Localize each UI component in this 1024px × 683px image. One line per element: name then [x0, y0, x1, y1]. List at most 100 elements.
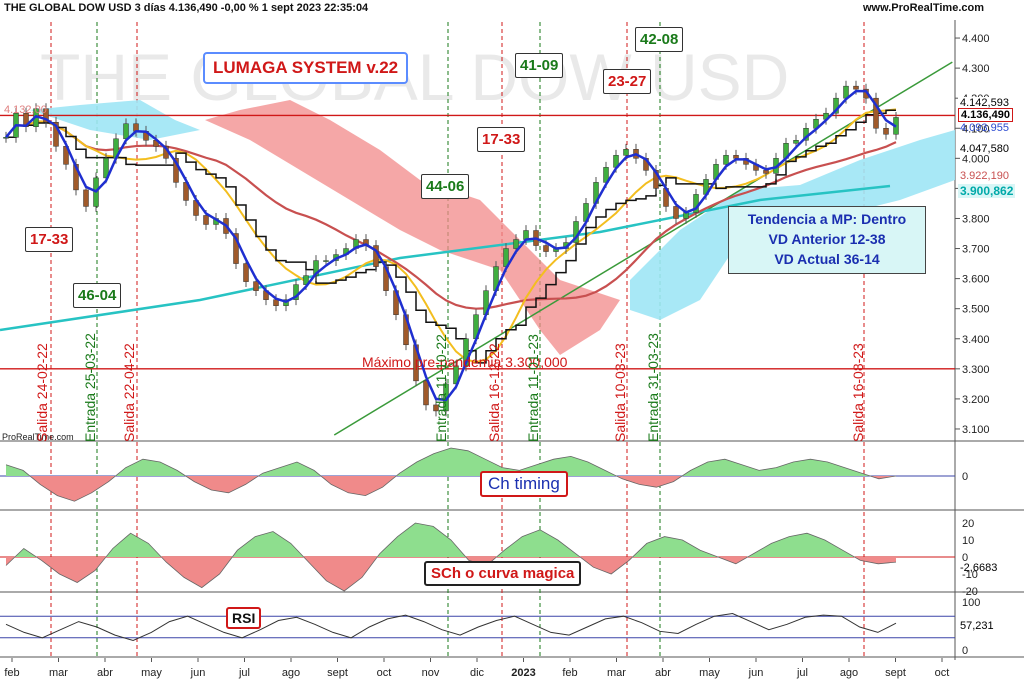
- time-tick-label: mar: [49, 667, 68, 679]
- signal-label-7: Salida 10-03-23: [612, 343, 628, 442]
- signal-box-4: 17-33: [477, 127, 526, 152]
- time-tick-label: feb: [4, 667, 19, 679]
- price-tick-label: 3.800: [962, 213, 990, 225]
- price-label-5: 3.922,190: [960, 170, 1009, 182]
- price-tick-label: 4.300: [962, 63, 990, 75]
- price-tick-label: 3.500: [962, 304, 990, 316]
- candle-body: [323, 260, 329, 262]
- price-tick-label: 3.400: [962, 334, 990, 346]
- signal-box-6: 23-27: [603, 69, 652, 94]
- price-tick-label: 4.000: [962, 153, 990, 165]
- rsi-line: [5, 612, 897, 642]
- signal-label-6: Entrada 11-01-23: [525, 334, 541, 442]
- signal-label-4: Entrada 11-10-22: [433, 334, 449, 442]
- ch-timing-line: [5, 447, 897, 502]
- watermark-text: THE GLOBAL DOW USD: [40, 40, 789, 114]
- candle-body: [873, 97, 879, 129]
- chart-header-title: THE GLOBAL DOW USD 3 días 4.136,490 -0,0…: [4, 2, 369, 14]
- time-tick-label: jul: [796, 667, 808, 679]
- ichimoku-cloud-cyan-2: [630, 130, 955, 320]
- series-mid: [5, 108, 897, 364]
- site-link[interactable]: www.ProRealTime.com: [862, 2, 984, 14]
- candle-body: [763, 170, 769, 174]
- candle-body: [673, 206, 679, 219]
- time-tick-label: nov: [422, 667, 440, 679]
- price-tick-label: 3.200: [962, 394, 990, 406]
- candle-body: [173, 158, 179, 183]
- price-tick-label: 3.100: [962, 424, 990, 436]
- trend-line-3: VD Actual 36-14: [774, 251, 880, 267]
- price-label-2: 4.136,490: [958, 108, 1013, 122]
- rsi-tick-label-0: 0: [962, 645, 968, 657]
- trendline: [333, 61, 953, 436]
- time-tick-label: dic: [470, 667, 485, 679]
- signal-box-5: 41-09: [515, 53, 564, 78]
- time-tick-label: abr: [655, 667, 671, 679]
- candle-body: [543, 245, 549, 252]
- ch-timing-positive: [6, 448, 896, 476]
- candle-body: [253, 281, 259, 291]
- time-tick-label: 2023: [511, 667, 535, 679]
- candle-body: [423, 380, 429, 406]
- sch-tick-label: 10: [962, 535, 974, 547]
- candle-body: [623, 149, 629, 156]
- price-label-1: 4.142,593: [958, 97, 1011, 109]
- sch-tick-label: -10: [962, 569, 978, 581]
- sch-negative: [6, 557, 896, 591]
- price-tick-label: 4.400: [962, 33, 990, 45]
- candle-body: [3, 137, 9, 139]
- price-tick-label: 3.600: [962, 274, 990, 286]
- candle-body: [53, 121, 59, 147]
- candle-body: [793, 140, 799, 144]
- signal-label-1: Salida 24-02-22: [34, 343, 50, 442]
- time-tick-label: jun: [190, 667, 206, 679]
- time-tick-label: jul: [238, 667, 250, 679]
- time-tick-label: sept: [885, 667, 906, 679]
- price-tick-label: 3.300: [962, 364, 990, 376]
- time-tick-label: ago: [840, 667, 858, 679]
- time-tick-label: may: [699, 667, 720, 679]
- trend-line-1: Tendencia a MP: Dentro: [747, 211, 907, 227]
- signal-label-8: Entrada 31-03-23: [645, 333, 661, 442]
- signal-label-2: Entrada 25-03-22: [82, 333, 98, 442]
- series-kijun: [6, 109, 896, 364]
- signal-box-1: 17-33: [25, 227, 74, 252]
- time-tick-label: oct: [377, 667, 392, 679]
- max-line-label: Máximo pre-pandemia 3.300,000: [362, 354, 568, 370]
- candle-body: [883, 128, 889, 135]
- candle-body: [273, 299, 279, 306]
- price-left-label: 4.132,00: [4, 104, 47, 116]
- price-label-3: 4.093,955: [960, 122, 1009, 134]
- signal-box-7: 42-08: [635, 27, 684, 52]
- sch-last-label: -2,6683: [960, 562, 998, 574]
- system-title: LUMAGA SYSTEM v.22: [203, 52, 409, 84]
- candle-body: [293, 284, 299, 300]
- signal-box-3: 44-06: [421, 174, 470, 199]
- candle-body: [733, 155, 739, 159]
- ch-zero-label: 0: [962, 471, 968, 483]
- time-tick-label: may: [141, 667, 162, 679]
- ch-timing-negative: [6, 476, 896, 502]
- rsi-label: RSI: [226, 607, 262, 629]
- time-tick-label: mar: [607, 667, 626, 679]
- signal-box-2: 46-04: [73, 283, 122, 308]
- trend-line-2: VD Anterior 12-38: [768, 231, 886, 247]
- candle-body: [513, 239, 519, 249]
- series-long: [0, 184, 891, 332]
- sch-line: [5, 522, 897, 592]
- ichimoku-cloud-red: [205, 100, 620, 355]
- price-label-4: 4.047,580: [960, 143, 1009, 155]
- signal-label-9: Salida 16-08-23: [850, 343, 866, 442]
- candle-body: [853, 85, 859, 90]
- sch-tick-label: 0: [962, 552, 968, 564]
- price-tick-label: 3.700: [962, 244, 990, 256]
- sch-label: SCh o curva magica: [424, 561, 582, 586]
- time-tick-label: jun: [748, 667, 764, 679]
- ichimoku-cloud-cyan-1: [30, 100, 200, 140]
- candle-body: [233, 233, 239, 264]
- time-tick-label: sept: [327, 667, 348, 679]
- rsi-last-label: 57,231: [960, 620, 994, 632]
- sch-tick-label: 20: [962, 518, 974, 530]
- time-tick-label: oct: [935, 667, 950, 679]
